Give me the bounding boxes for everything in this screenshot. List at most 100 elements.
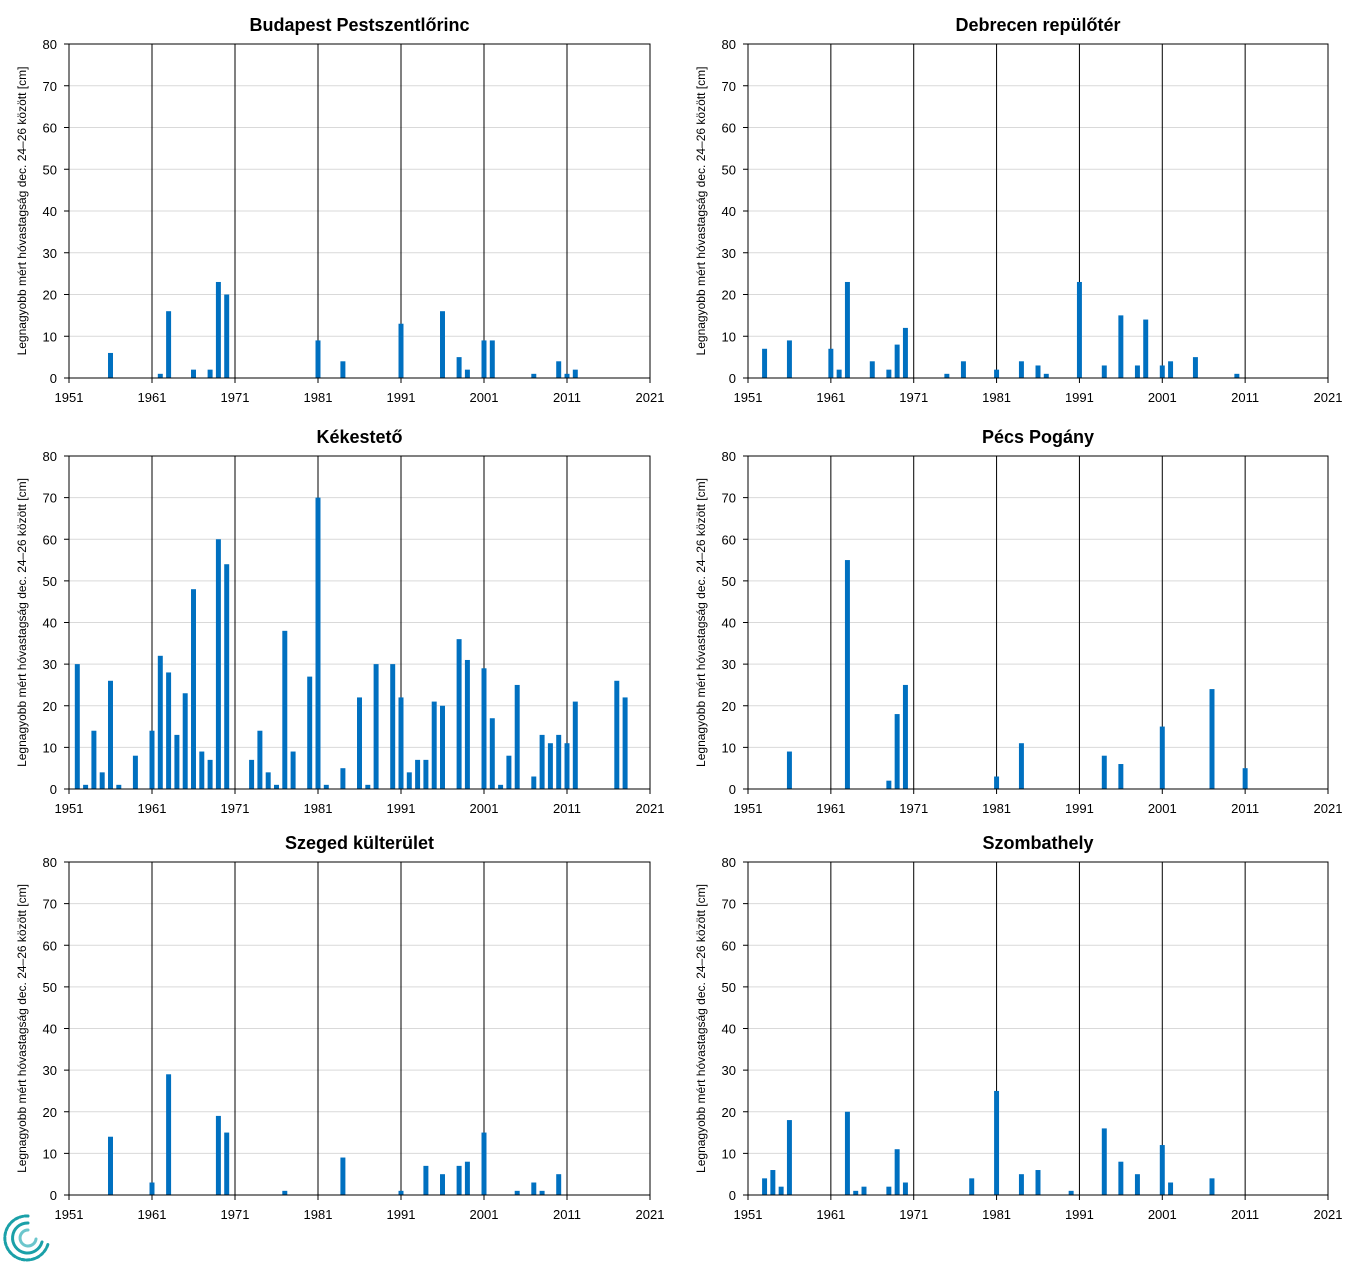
bar [1101, 365, 1107, 378]
x-tick-label: 1981 [304, 1207, 333, 1222]
bar [315, 340, 321, 378]
bar [564, 743, 570, 789]
y-tick-label: 20 [722, 288, 736, 303]
chart-title: Szeged külterület [285, 833, 434, 853]
bar [431, 701, 437, 789]
bar [282, 1190, 288, 1195]
x-tick-label: 2011 [553, 390, 581, 405]
chart-title: Pécs Pogány [982, 427, 1094, 447]
bar [406, 772, 412, 789]
bar [157, 373, 163, 378]
y-tick-label: 50 [722, 980, 736, 995]
x-tick-label: 1991 [1065, 801, 1094, 816]
bar [132, 755, 138, 789]
bar [1118, 1161, 1124, 1195]
x-tick-label: 2021 [1314, 801, 1343, 816]
bar [1035, 1170, 1041, 1195]
y-tick-label: 60 [722, 938, 736, 953]
y-tick-label: 30 [722, 657, 736, 672]
y-tick-label: 0 [50, 371, 57, 386]
bar [265, 772, 271, 789]
bar [390, 664, 396, 789]
y-tick-label: 20 [722, 699, 736, 714]
y-tick-label: 80 [43, 855, 57, 870]
bar [340, 768, 346, 789]
bar [224, 564, 230, 789]
bar [464, 1161, 470, 1195]
bar [191, 589, 196, 789]
y-tick-label: 20 [722, 1105, 736, 1120]
bar [869, 361, 875, 378]
bar [786, 340, 792, 378]
bar [456, 1165, 462, 1195]
bar [844, 1111, 850, 1195]
bar [531, 776, 537, 789]
bar [1018, 361, 1024, 378]
y-tick-label: 80 [722, 855, 736, 870]
x-tick-label: 2001 [470, 801, 499, 816]
y-tick-label: 40 [43, 1022, 57, 1037]
y-tick-label: 20 [43, 288, 57, 303]
x-tick-label: 1951 [55, 1207, 84, 1222]
bar [108, 352, 113, 378]
y-tick-label: 60 [43, 532, 57, 547]
bar [994, 1090, 1000, 1195]
bar [778, 1186, 784, 1195]
bar [894, 1149, 900, 1195]
bar [174, 734, 180, 789]
bar [481, 1132, 487, 1195]
bar [762, 348, 768, 378]
bar [994, 776, 1000, 789]
y-tick-label: 80 [43, 449, 57, 464]
bar [166, 672, 172, 789]
bar [1192, 357, 1198, 378]
x-tick-label: 2001 [1148, 801, 1177, 816]
bar [373, 664, 379, 789]
chart-title: Budapest Pestszentlőrinc [249, 15, 469, 35]
y-tick-label: 70 [43, 79, 57, 94]
y-tick-label: 0 [729, 371, 736, 386]
bar [960, 361, 966, 378]
x-tick-label: 1991 [387, 801, 416, 816]
chart-panel: 1951 1961 1971 1981 1991 2001 2011 2021 0 10 20 30 4… [15, 833, 664, 1222]
bar [74, 664, 80, 789]
bar [464, 659, 470, 789]
y-tick-label: 60 [43, 938, 57, 953]
bar [844, 281, 850, 378]
y-axis-label: Legnagyobb mért hóvastagság dec. 24–26 k… [694, 478, 708, 767]
y-tick-label: 70 [43, 491, 57, 506]
y-tick-label: 40 [722, 616, 736, 631]
bar [572, 369, 578, 378]
chart-title: Szombathely [982, 833, 1093, 853]
x-tick-label: 1961 [816, 390, 845, 405]
bar [99, 772, 105, 789]
bar [323, 784, 329, 789]
bar [464, 369, 470, 378]
bar [944, 373, 950, 378]
x-tick-label: 1951 [55, 801, 84, 816]
x-tick-label: 1981 [304, 801, 333, 816]
x-tick-label: 2001 [1148, 390, 1177, 405]
x-tick-label: 2021 [1314, 390, 1343, 405]
x-tick-label: 1971 [899, 801, 928, 816]
chart-panel: 1951 1961 1971 1981 1991 2001 2011 2021 0 10 20 30 4… [694, 833, 1342, 1222]
y-tick-label: 60 [722, 532, 736, 547]
bar [290, 751, 296, 789]
bar [157, 655, 163, 789]
bar [481, 668, 487, 789]
y-axis-label: Legnagyobb mért hóvastagság dec. 24–26 k… [694, 884, 708, 1173]
bar [1209, 689, 1215, 789]
bar [514, 684, 520, 789]
bar [365, 784, 371, 789]
x-tick-label: 2011 [1231, 801, 1259, 816]
y-tick-label: 30 [43, 1063, 57, 1078]
bar [1159, 726, 1165, 789]
x-tick-label: 1961 [816, 1207, 845, 1222]
bar [828, 348, 834, 378]
bar [166, 311, 172, 378]
bar [969, 1178, 975, 1195]
bar [207, 369, 213, 378]
bar [1159, 365, 1165, 378]
x-tick-label: 2001 [470, 1207, 499, 1222]
y-tick-label: 60 [43, 121, 57, 136]
